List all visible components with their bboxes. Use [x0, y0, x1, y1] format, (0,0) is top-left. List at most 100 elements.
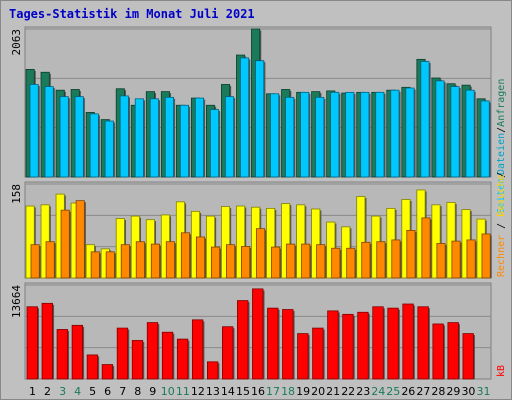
- bar-dateien-day-20: [315, 96, 325, 178]
- x-tick-label-day-30: 30: [461, 385, 475, 398]
- bar-dateien-day-5: [89, 113, 99, 178]
- bar-kb-day-12: [191, 319, 204, 380]
- bar-dateien-day-13: [209, 109, 220, 178]
- bar-rechner-day-31: [481, 233, 491, 279]
- x-tick-label-day-22: 22: [341, 385, 355, 398]
- legend-sep: /: [496, 127, 507, 133]
- bar-rechner-day-29: [451, 240, 461, 279]
- bar-dateien-day-15: [240, 57, 250, 178]
- bar-rechner-day-30: [466, 239, 476, 279]
- bar-dateien-day-7: [119, 95, 129, 178]
- x-tick-label-day-21: 21: [326, 385, 340, 398]
- bar-besuche-day-23: [356, 196, 366, 279]
- legend-top-seiten: Seiten/: [496, 172, 507, 214]
- bar-rechner-day-23: [361, 241, 371, 279]
- bar-rechner-day-13: [210, 246, 221, 279]
- bar-kb-day-10: [161, 331, 174, 380]
- bar-rechner-day-12: [195, 236, 206, 279]
- bar-kb-day-11: [176, 338, 189, 380]
- bar-dateien-day-19: [300, 91, 310, 178]
- bar-dateien-day-1: [29, 84, 39, 178]
- bar-dateien-day-29: [450, 86, 460, 178]
- bar-kb-day-17: [267, 307, 279, 380]
- legend-sep: /: [496, 217, 507, 235]
- x-tick-label-day-28: 28: [431, 385, 445, 398]
- x-tick-label-day-7: 7: [119, 385, 126, 398]
- bar-kb-day-25: [387, 307, 399, 380]
- bar-rechner-day-11: [180, 232, 190, 279]
- x-tick-label-day-11: 11: [176, 385, 190, 398]
- bar-rechner-day-6: [105, 251, 115, 279]
- x-tick-label-day-17: 17: [266, 385, 280, 398]
- bar-kb-day-13: [206, 361, 219, 380]
- bar-dateien-day-23: [360, 91, 370, 178]
- bar-kb-day-7: [116, 327, 129, 380]
- bar-dateien-day-2: [44, 86, 54, 178]
- chart-title: Tages-Statistik im Monat Juli 2021: [9, 7, 255, 21]
- bar-kb-day-30: [462, 333, 474, 380]
- bar-kb-day-26: [402, 303, 414, 380]
- bar-rechner-day-28: [436, 243, 446, 279]
- legend-middle: Rechner / Besuche: [496, 175, 507, 277]
- x-tick-label-day-9: 9: [149, 385, 156, 398]
- x-tick-label-day-23: 23: [356, 385, 370, 398]
- bar-kb-day-14: [222, 326, 234, 380]
- bar-rechner-day-20: [316, 244, 326, 279]
- bar-dateien-day-22: [345, 91, 355, 178]
- bar-dateien-day-11: [179, 104, 189, 178]
- bar-dateien-day-8: [134, 98, 144, 178]
- x-tick-label-day-12: 12: [191, 385, 205, 398]
- legend-seiten: Seiten: [496, 178, 507, 214]
- bar-besuche-day-1: [25, 205, 35, 279]
- bar-kb-day-24: [372, 306, 384, 380]
- bar-dateien-day-12: [194, 97, 205, 178]
- x-tick-label-day-25: 25: [386, 385, 400, 398]
- bar-rechner-day-4: [75, 200, 85, 279]
- y-tick-label-middle: 158: [10, 184, 23, 204]
- bar-kb-day-22: [342, 313, 354, 380]
- legend-anfragen: Anfragen: [496, 79, 507, 127]
- bar-rechner-day-15: [241, 246, 251, 279]
- bar-dateien-day-30: [465, 89, 475, 178]
- bar-kb-day-8: [131, 340, 144, 380]
- x-tick-label-day-29: 29: [446, 385, 460, 398]
- bar-rechner-day-18: [286, 243, 296, 279]
- bar-kb-day-9: [146, 322, 159, 380]
- bar-kb-day-19: [297, 333, 309, 380]
- bar-besuche-day-29: [446, 202, 456, 279]
- x-tick-label-day-31: 31: [476, 385, 490, 398]
- bar-rechner-day-9: [150, 243, 160, 279]
- bar-kb-day-3: [56, 329, 68, 380]
- bar-dateien-day-18: [285, 96, 295, 178]
- legend-sep: /: [496, 172, 507, 178]
- bar-besuche-day-15: [236, 205, 246, 279]
- bar-kb-day-20: [312, 327, 324, 380]
- bar-rechner-day-24: [376, 241, 386, 279]
- bar-dateien-day-31: [480, 100, 490, 178]
- x-tick-label-day-18: 18: [281, 385, 295, 398]
- bar-rechner-day-10: [165, 241, 175, 279]
- bar-dateien-day-17: [270, 93, 280, 178]
- bar-kb-day-4: [71, 324, 84, 380]
- bar-dateien-day-24: [375, 91, 385, 178]
- bar-kb-day-29: [447, 322, 459, 380]
- bar-seiten-day-16: [255, 60, 265, 178]
- x-tick-label-day-20: 20: [311, 385, 325, 398]
- x-tick-label-day-15: 15: [236, 385, 250, 398]
- bar-dateien-day-9: [149, 98, 159, 178]
- bar-rechner-day-3: [60, 209, 70, 279]
- bar-kb-day-2: [41, 302, 53, 380]
- bar-dateien-day-14: [225, 96, 235, 178]
- bar-besuche-day-14: [221, 206, 231, 279]
- x-tick-label-day-26: 26: [401, 385, 415, 398]
- bar-rechner-day-21: [331, 247, 341, 279]
- bar-kb-day-16: [252, 288, 264, 380]
- bar-kb-day-28: [432, 323, 444, 380]
- legend-kb: kB: [496, 365, 507, 377]
- bar-kb-day-1: [26, 306, 38, 380]
- bar-rechner-day-7: [120, 244, 130, 279]
- bar-rechner-day-2: [45, 241, 55, 279]
- bar-besuche-day-28: [431, 204, 441, 279]
